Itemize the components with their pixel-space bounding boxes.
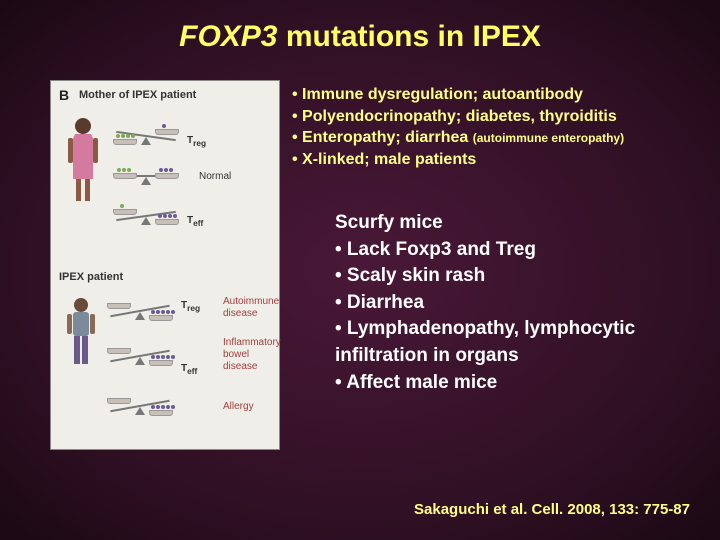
title-rest: mutations in IPEX — [278, 20, 541, 53]
scurfy-bullet: • Diarrhea — [335, 290, 655, 317]
mother-section-label: Mother of IPEX patient — [79, 89, 196, 101]
ipex-bullet-list: • Immune dysregulation; autoantibody• Po… — [292, 84, 624, 170]
slide-title: FOXP3 mutations in IPEX — [0, 20, 720, 54]
scurfy-list: Scurfy mice • Lack Foxp3 and Treg• Scaly… — [335, 210, 655, 396]
disease-allergy: Allergy — [223, 401, 254, 413]
patient-balance-1: Treg Autoimmune disease — [105, 296, 175, 324]
scurfy-bullet: • Lack Foxp3 and Treg — [335, 237, 655, 264]
mother-balance-teff: Teff — [111, 201, 181, 229]
disease-autoimmune: Autoimmune disease — [223, 296, 279, 320]
patient-balance-2: Teff Inflammatory bowel disease — [105, 341, 175, 369]
mother-balance-treg: Treg — [111, 121, 181, 149]
ipex-bullet: • Enteropathy; diarrhea (autoimmune ente… — [292, 127, 624, 149]
scurfy-bullet: • Scaly skin rash — [335, 263, 655, 290]
panel-label: B — [59, 87, 69, 103]
ipex-bullet: • Polyendocrinopathy; diabetes, thyroidi… — [292, 106, 624, 128]
title-italic: FOXP3 — [179, 20, 277, 53]
ipex-bullet: • Immune dysregulation; autoantibody — [292, 84, 624, 106]
mother-figure-icon — [63, 116, 103, 206]
patient-section-label: IPEX patient — [59, 271, 123, 283]
treg-label: Treg — [187, 135, 206, 148]
scurfy-bullets: • Lack Foxp3 and Treg• Scaly skin rash• … — [335, 237, 655, 397]
normal-label: Normal — [199, 171, 231, 183]
teff-label-2: Teff — [181, 363, 197, 376]
scurfy-heading: Scurfy mice — [335, 210, 655, 237]
patient-figure-icon — [63, 296, 99, 371]
scurfy-bullet: • Affect male mice — [335, 370, 655, 397]
mother-balance-normal: Normal — [111, 161, 181, 189]
figure-panel: B Mother of IPEX patient Treg — [50, 80, 280, 450]
scurfy-bullet: • Lymphadenopathy, lymphocytic infiltrat… — [335, 316, 655, 369]
treg-label-2: Treg — [181, 300, 200, 313]
patient-balance-3: Allergy — [105, 391, 175, 419]
teff-label: Teff — [187, 215, 203, 228]
ipex-bullet: • X-linked; male patients — [292, 149, 624, 171]
citation-text: Sakaguchi et al. Cell. 2008, 133: 775-87 — [414, 501, 690, 518]
disease-ibd: Inflammatory bowel disease — [223, 337, 281, 373]
